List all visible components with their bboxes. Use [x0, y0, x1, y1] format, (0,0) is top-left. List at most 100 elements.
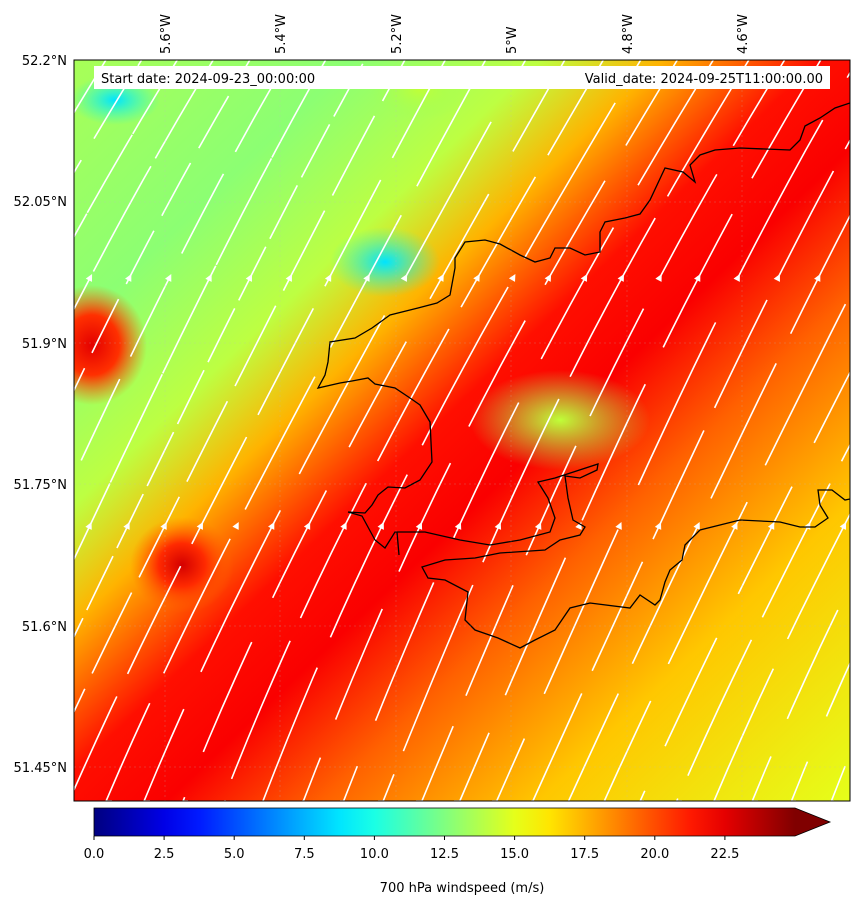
- streamline-arrow: [363, 274, 370, 282]
- streamline: [262, 60, 642, 801]
- streamline-arrow: [85, 274, 93, 282]
- streamline-arrow: [437, 274, 444, 282]
- streamline: [221, 60, 605, 801]
- streamline-arrow: [196, 522, 203, 530]
- date-header-box: [94, 66, 830, 89]
- wind-streamlines: [0, 57, 859, 801]
- streamline-arrow: [415, 522, 423, 530]
- streamline: [182, 60, 566, 801]
- streamline-arrow: [694, 274, 701, 282]
- streamline-arrow: [580, 274, 588, 282]
- streamline: [0, 57, 72, 801]
- streamline-arrow: [731, 522, 738, 530]
- streamline-arrow: [10, 274, 16, 282]
- streamline: [454, 60, 822, 801]
- colorbar-extend-arrow: [795, 808, 830, 836]
- streamline-arrow: [733, 274, 740, 282]
- streamline: [74, 60, 215, 311]
- colorbar-tick-label: 5.0: [224, 847, 245, 862]
- colorbar-outline: [93, 807, 832, 837]
- streamline-arrow: [125, 274, 132, 282]
- windspeed-field: [74, 60, 850, 801]
- colorbar-tick-label: 15.0: [500, 847, 529, 862]
- streamline: [675, 443, 850, 801]
- streamline-arrow: [773, 274, 780, 282]
- streamline-arrow: [473, 274, 480, 282]
- streamline-arrow: [340, 522, 347, 530]
- streamline-arrow: [123, 522, 130, 530]
- windspeed-maximum-west: [74, 285, 147, 405]
- lat-tick-label: 51.9°N: [22, 337, 67, 352]
- streamline: [105, 60, 487, 801]
- streamline-arrow: [534, 522, 542, 530]
- streamline: [639, 370, 850, 801]
- lon-tick-label: 4.8°W: [621, 14, 636, 54]
- colorbar-tick-label: 22.5: [710, 847, 739, 862]
- colorbar-ticks: 0.0 2.5 5.0 7.5 10.0 12.5 15.0 17.5 20.0 22.5: [84, 836, 739, 862]
- streamline: [302, 60, 679, 801]
- streamline: [74, 60, 406, 714]
- streamline-arrow: [205, 274, 212, 282]
- colorbar-tick-label: 7.5: [294, 847, 315, 862]
- streamline-arrow: [544, 274, 552, 282]
- streamline: [530, 138, 850, 801]
- streamline-arrow: [655, 274, 662, 282]
- streamline-arrow: [232, 522, 239, 530]
- streamline-arrow: [324, 274, 332, 282]
- latitude-ticks: 52.2°N 52.05°N 51.9°N 51.75°N 51.6°N 51.…: [14, 54, 67, 776]
- streamline: [492, 71, 850, 801]
- streamline-arrow: [245, 274, 252, 282]
- coastline-milford-spit: [396, 531, 400, 556]
- lon-tick-label: 5.6°W: [159, 14, 174, 54]
- streamline: [74, 60, 366, 639]
- streamline-arrow: [854, 274, 859, 282]
- colorbar-body: [94, 808, 795, 836]
- streamline-arrow: [160, 522, 167, 530]
- lon-tick-label: 5°W: [505, 26, 520, 54]
- streamline: [74, 60, 447, 801]
- streamline-arrow: [165, 274, 172, 282]
- streamline: [603, 293, 850, 801]
- lon-tick-label: 5.4°W: [274, 14, 289, 54]
- streamline-arrow: [508, 274, 516, 282]
- colorbar-tick-label: 10.0: [360, 847, 389, 862]
- colorbar-tick-label: 12.5: [430, 847, 459, 862]
- start-date-label: Start date: 2024-09-23_00:00:00: [101, 72, 315, 87]
- streamline: [74, 60, 327, 561]
- lat-lon-gridlines: [74, 60, 850, 801]
- colorbar: 0.0 2.5 5.0 7.5 10.0 12.5 15.0 17.5 20.0 22.5 700…: [84, 807, 832, 896]
- windspeed-band-east: [470, 370, 650, 470]
- streamline-arrow: [494, 522, 502, 530]
- streamline-arrow: [7, 522, 13, 530]
- streamline-arrow: [693, 522, 700, 530]
- streamline-arrow: [400, 274, 408, 282]
- colorbar-tick-label: 17.5: [570, 847, 599, 862]
- lon-tick-label: 5.2°W: [390, 14, 405, 54]
- streamline-arrow: [814, 274, 821, 282]
- streamline: [751, 583, 850, 801]
- colorbar-tick-label: 0.0: [84, 847, 105, 862]
- streamline: [74, 60, 251, 393]
- streamline-arrow: [268, 522, 275, 530]
- streamline-arrow: [303, 522, 311, 530]
- streamline-arrow: [47, 274, 53, 282]
- streamline: [790, 661, 850, 801]
- colorbar-label: 700 hPa windspeed (m/s): [380, 881, 545, 896]
- streamline-arrow: [617, 274, 624, 282]
- streamline-arrow: [615, 522, 622, 530]
- streamline-arrow: [839, 522, 847, 530]
- streamline: [378, 60, 750, 801]
- lon-tick-label: 4.6°W: [736, 14, 751, 54]
- streamline-arrow: [85, 522, 92, 530]
- coastline-north: [316, 102, 850, 514]
- map-panel: [0, 57, 859, 801]
- coastline: [316, 102, 850, 649]
- streamline: [143, 60, 527, 801]
- windspeed-minimum-north: [330, 227, 440, 297]
- lat-tick-label: 52.05°N: [14, 195, 67, 210]
- streamline: [567, 213, 850, 801]
- streamline-arrow: [285, 274, 292, 282]
- windspeed-maximum-south: [130, 517, 234, 613]
- streamline-arrow: [47, 522, 53, 530]
- streamline: [74, 60, 179, 239]
